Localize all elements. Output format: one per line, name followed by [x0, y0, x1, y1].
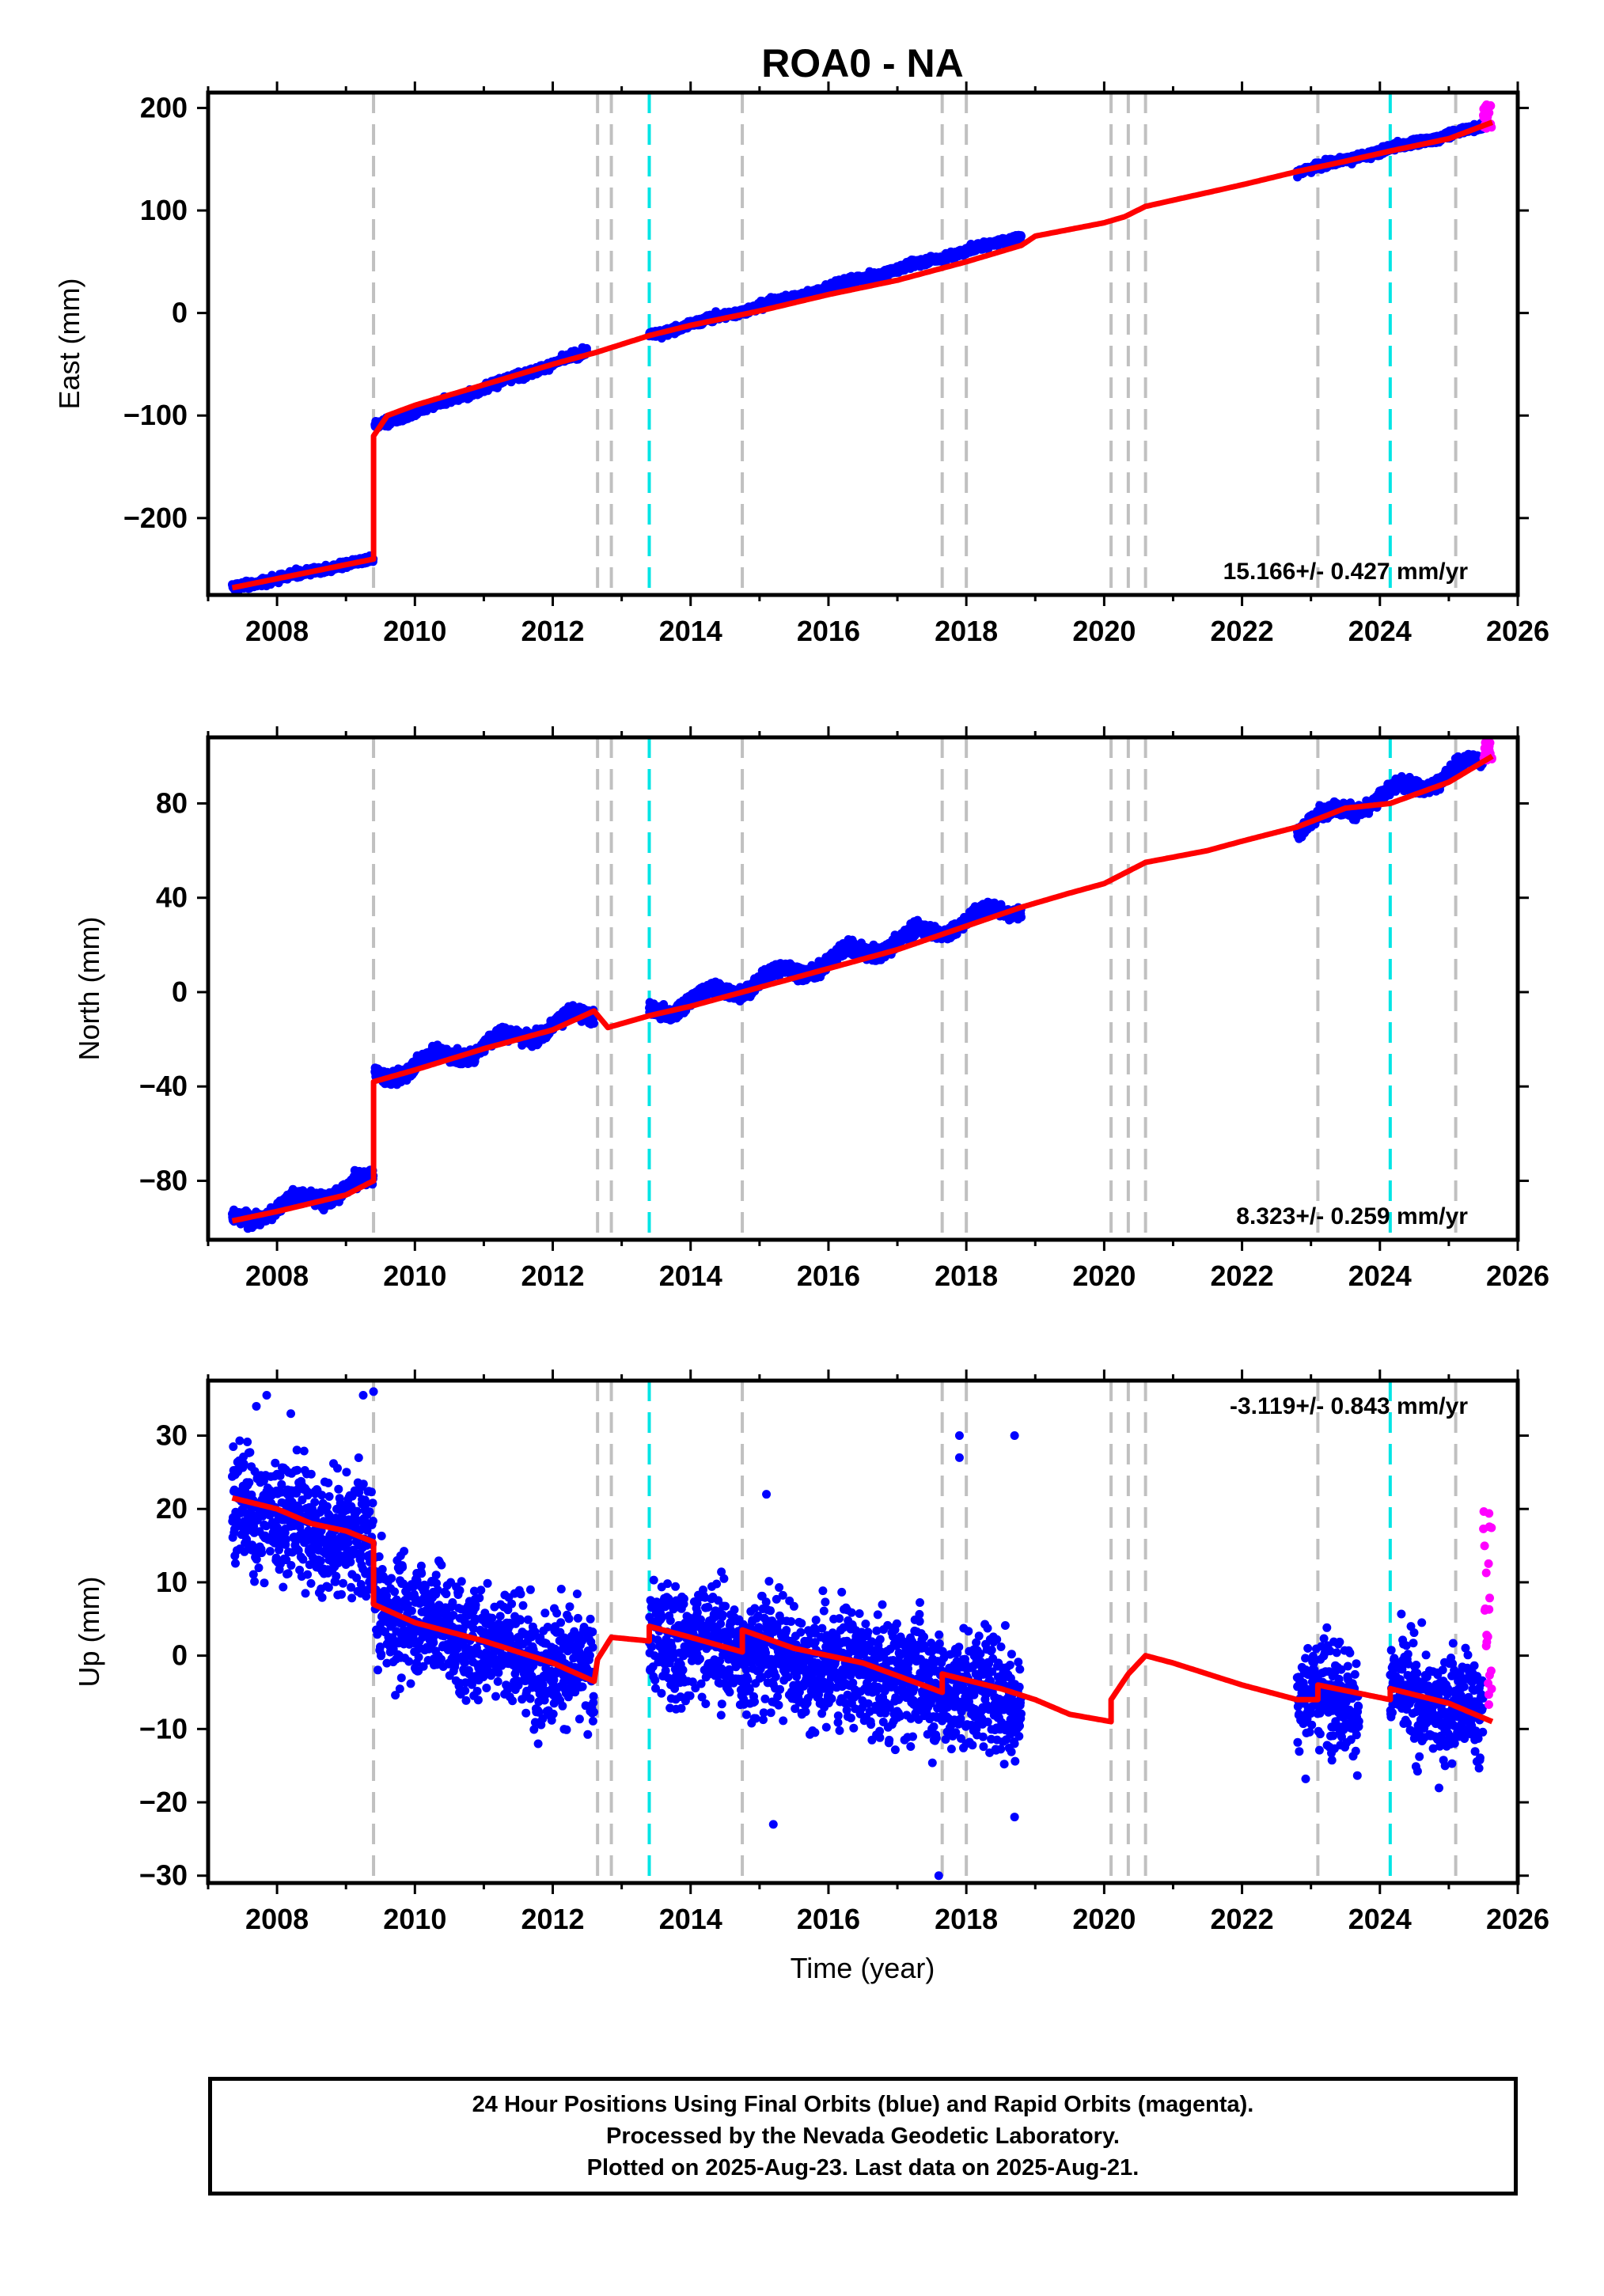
rapid-orbit-points — [1479, 100, 1496, 133]
rate-annotation: 15.166+/- 0.427 mm/yr — [1223, 559, 1469, 585]
x-tick-label: 2026 — [1486, 615, 1549, 647]
final-orbit-points — [228, 119, 1488, 595]
x-tick-label: 2008 — [245, 615, 309, 647]
y-tick-label: 200 — [140, 91, 188, 123]
x-tick-label: 2018 — [935, 615, 998, 647]
y-tick-label: 0 — [172, 297, 188, 329]
x-tick-label: 2010 — [383, 615, 446, 647]
y-axis-label: East (mm) — [53, 278, 85, 410]
x-tick-label: 2024 — [1348, 615, 1412, 647]
x-tick-label: 2016 — [797, 615, 860, 647]
x-tick-label: 2014 — [659, 615, 722, 647]
y-tick-label: −100 — [123, 399, 188, 431]
plot-area — [228, 93, 1496, 595]
data-point — [1017, 232, 1026, 241]
x-tick-label: 2012 — [521, 615, 584, 647]
data-point — [590, 1019, 598, 1028]
y-tick-label: 100 — [140, 194, 188, 226]
panel-1: 2008 2010 2012 2014 2016 2018 2020 2022 2024 2026… — [73, 726, 1549, 1292]
x-tick-label: 2022 — [1211, 615, 1274, 647]
plot-area — [228, 737, 1496, 1240]
plot-frame — [206, 90, 1520, 597]
model-line — [231, 119, 1494, 591]
x-tick-label: 2020 — [1072, 615, 1136, 647]
chart-title: ROA0 - NA — [761, 41, 964, 85]
rapid-point — [1482, 108, 1492, 117]
panel-0: 2008 2010 2012 2014 2016 2018 2020 2022 2024 2026… — [53, 81, 1549, 647]
final-orbit-points — [228, 749, 1488, 1233]
y-tick-label: −200 — [123, 502, 188, 534]
